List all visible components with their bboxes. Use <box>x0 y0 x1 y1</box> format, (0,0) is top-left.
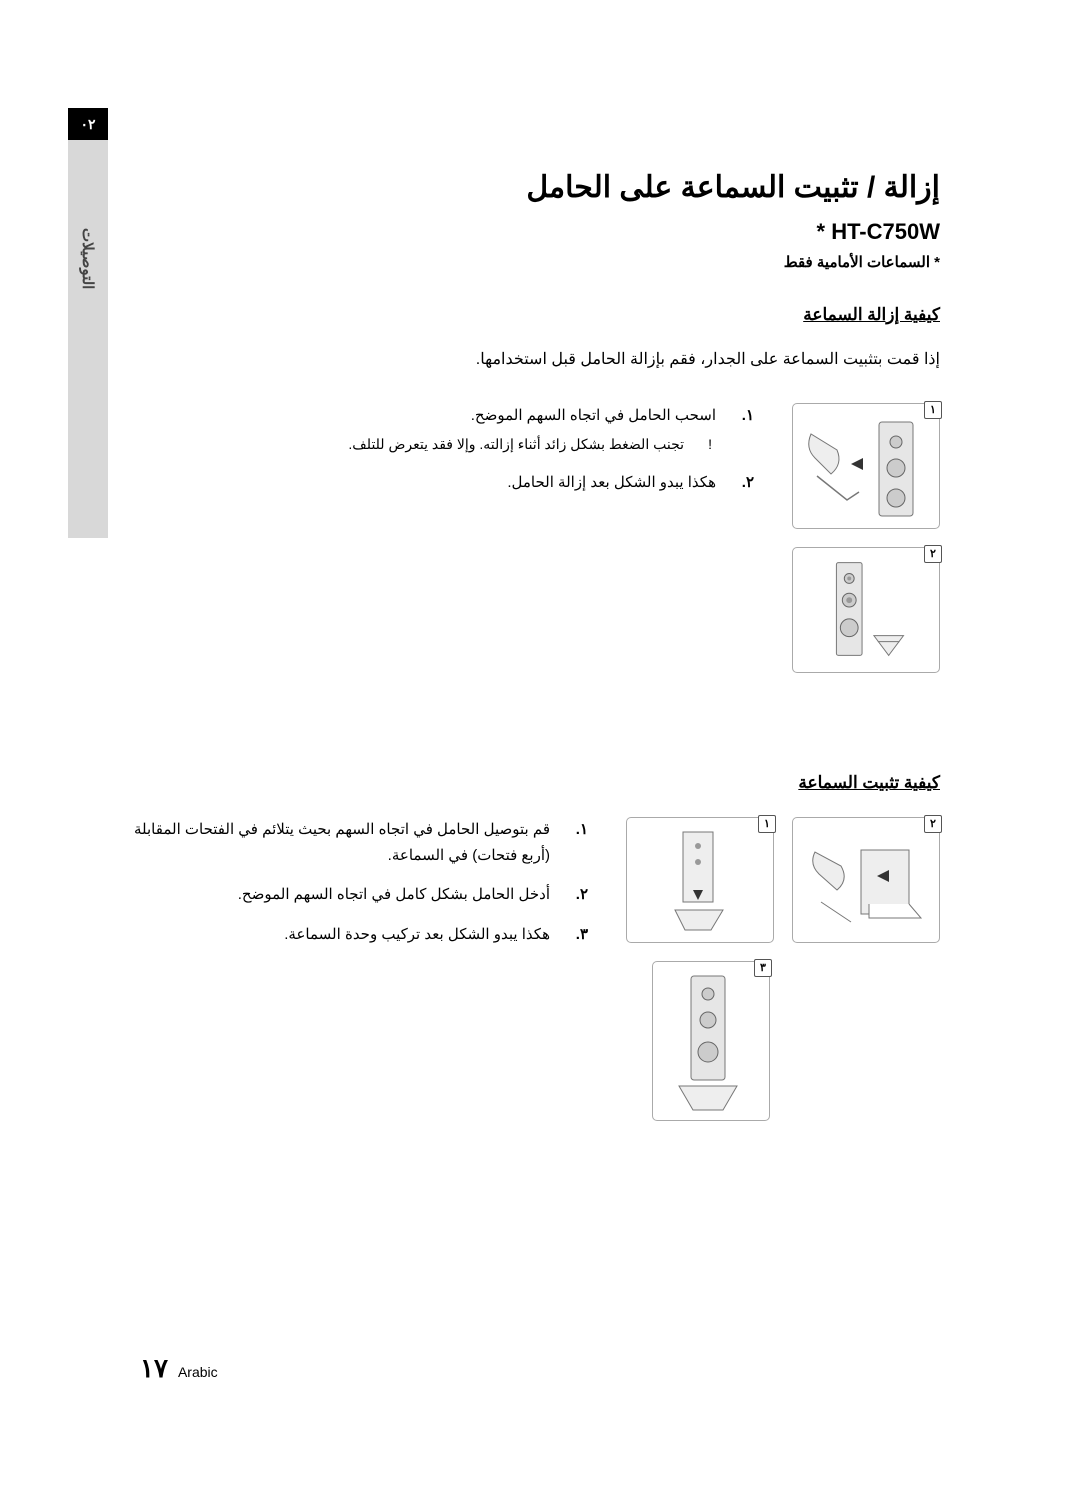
figure-badge: ١ <box>924 401 942 419</box>
speaker-remove-icon <box>791 404 939 530</box>
install-figures: ٢ ١ <box>626 817 940 1121</box>
step-item: ٣. هكذا يبدو الشكل بعد تركيب وحدة السماع… <box>130 922 588 948</box>
install-steps: ١. قم بتوصيل الحامل في اتجاه السهم بحيث … <box>130 817 588 1121</box>
page-lang: Arabic <box>178 1364 218 1380</box>
step-text: أدخل الحامل بشكل كامل في اتجاه السهم الم… <box>130 882 550 908</box>
sub-text: تجنب الضغط بشكل زائد أثناء إزالته. وإلا … <box>348 433 684 457</box>
step-number: ٢. <box>734 470 754 496</box>
figure-remove-1: ١ <box>792 403 940 529</box>
step-body: اسحب الحامل في اتجاه السهم الموضح. ! تجن… <box>130 403 716 456</box>
install-figures-bottom: ٣ <box>626 961 940 1121</box>
side-tab-light <box>68 140 108 538</box>
step-item: ١. اسحب الحامل في اتجاه السهم الموضح. ! … <box>130 403 754 456</box>
stand-insert-icon <box>791 818 939 944</box>
figure-install-1: ١ <box>626 817 774 943</box>
figure-badge: ٢ <box>924 545 942 563</box>
model-number: * HT-C750W <box>130 219 940 245</box>
figure-install-3: ٣ <box>652 961 770 1121</box>
figure-badge: ٢ <box>924 815 942 833</box>
step-item: ١. قم بتوصيل الحامل في اتجاه السهم بحيث … <box>130 817 588 868</box>
figure-remove-2: ٢ <box>792 547 940 673</box>
speaker-assembled-icon <box>651 962 769 1122</box>
side-tab: ٠٢ التوصيلات <box>68 108 108 538</box>
content-area: إزالة / تثبيت السماعة على الحامل * HT-C7… <box>130 170 940 1161</box>
install-figures-top: ٢ ١ <box>626 817 940 943</box>
step-text: قم بتوصيل الحامل في اتجاه السهم بحيث يتل… <box>130 817 550 868</box>
remove-steps: ١. اسحب الحامل في اتجاه السهم الموضح. ! … <box>130 403 754 673</box>
step-item: ٢. هكذا يبدو الشكل بعد إزالة الحامل. <box>130 470 754 496</box>
sub-marker: ! <box>698 433 712 457</box>
chapter-number: ٠٢ <box>68 116 108 133</box>
step-text: هكذا يبدو الشكل بعد إزالة الحامل. <box>130 470 716 496</box>
step-text: هكذا يبدو الشكل بعد تركيب وحدة السماعة. <box>130 922 550 948</box>
remove-figures: ١ ٢ <box>792 403 940 673</box>
step-number: ٢. <box>568 882 588 908</box>
step-number: ٣. <box>568 922 588 948</box>
speaker-detached-icon <box>793 548 939 674</box>
figure-badge: ١ <box>758 815 776 833</box>
figure-badge: ٣ <box>754 959 772 977</box>
page-footer: ١٧ Arabic <box>140 1353 218 1384</box>
step-number: ١. <box>568 817 588 868</box>
stand-align-icon <box>625 818 773 944</box>
section-intro-remove: إذا قمت بتثبيت السماعة على الجدار، فقم ب… <box>130 349 940 369</box>
page-number: ١٧ <box>140 1353 168 1384</box>
install-row: ١. قم بتوصيل الحامل في اتجاه السهم بحيث … <box>130 817 940 1121</box>
step-item: ٢. أدخل الحامل بشكل كامل في اتجاه السهم … <box>130 882 588 908</box>
step-number: ١. <box>734 403 754 456</box>
section-heading-remove: كيفية إزالة السماعة <box>130 305 940 325</box>
step-sub: ! تجنب الضغط بشكل زائد أثناء إزالته. وإل… <box>130 433 716 457</box>
step-text: اسحب الحامل في اتجاه السهم الموضح. <box>471 407 716 424</box>
front-speakers-note: * السماعات الأمامية فقط <box>130 253 940 271</box>
page-title: إزالة / تثبيت السماعة على الحامل <box>130 170 940 205</box>
figure-install-2: ٢ <box>792 817 940 943</box>
section-heading-install: كيفية تثبيت السماعة <box>130 773 940 793</box>
chapter-label: التوصيلات <box>78 228 96 289</box>
remove-row: ١. اسحب الحامل في اتجاه السهم الموضح. ! … <box>130 403 940 673</box>
